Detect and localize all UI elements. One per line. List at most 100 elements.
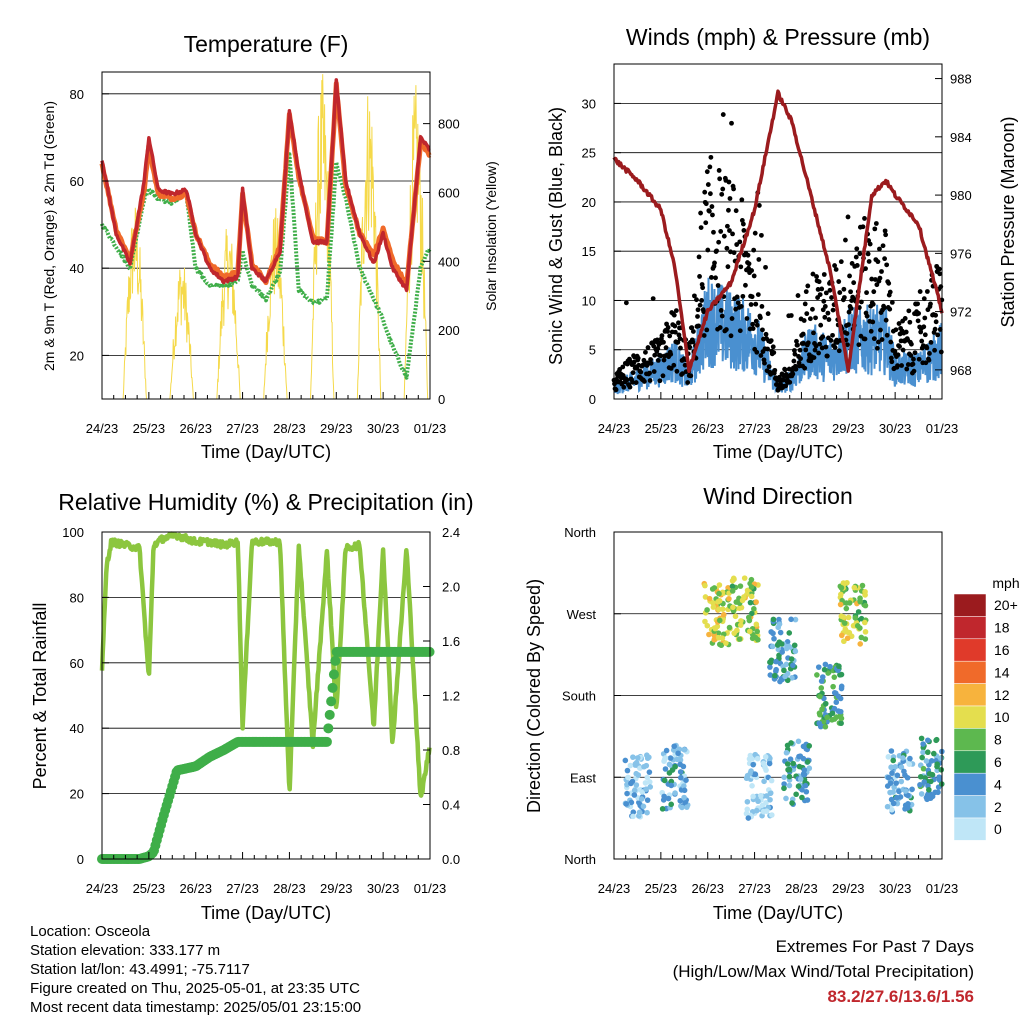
direction-point (894, 772, 901, 779)
direction-point (786, 782, 793, 789)
temperature-panel: Temperature (F) 24/23 25/23 26/23 27/23 28/2… (41, 31, 499, 462)
direction-point (902, 772, 908, 778)
direction-point (821, 666, 828, 673)
direction-point (736, 605, 743, 612)
winds-y-tick-right-label-0: 968 (950, 363, 972, 378)
direction-x-ticks: 24/23 25/23 26/23 27/23 28/23 29/23 30/23 01/23 (598, 852, 958, 896)
direction-point (749, 610, 755, 617)
legend-label-6: 12 (994, 687, 1010, 703)
gust-point (847, 273, 852, 279)
direction-point (786, 630, 793, 636)
gust-point (713, 275, 718, 281)
precip-point (324, 709, 335, 720)
temperature-y-label-right: Solar Insolation (Yellow) (483, 161, 499, 311)
direction-point (704, 622, 711, 629)
direction-point (905, 792, 911, 799)
precip-point (326, 696, 337, 707)
direction-point (838, 683, 845, 690)
gust-point (833, 267, 839, 272)
direction-point (677, 797, 684, 804)
direction-point (902, 788, 909, 794)
gust-point (613, 387, 619, 393)
gust-point (793, 366, 799, 372)
direction-x-tick-label-2: 26/23 (691, 881, 724, 896)
direction-point (752, 634, 759, 641)
gust-point (709, 204, 715, 209)
gust-point (795, 293, 801, 298)
direction-point (680, 763, 687, 770)
direction-point (709, 586, 716, 592)
gust-point (870, 301, 876, 307)
direction-point (632, 761, 639, 767)
gust-point (854, 246, 860, 252)
direction-point (753, 599, 759, 605)
direction-point (763, 767, 769, 773)
gust-point (754, 349, 760, 355)
direction-point (838, 591, 844, 598)
gust-point (726, 179, 732, 185)
gust-point (926, 357, 932, 363)
direction-point (838, 715, 845, 722)
direction-point (845, 614, 852, 621)
direction-point (630, 754, 636, 760)
direction-point (767, 664, 773, 670)
legend-label-7: 14 (994, 664, 1010, 680)
winds-x-tick-label-1: 25/23 (645, 421, 678, 436)
gust-point (665, 329, 671, 334)
direction-point (681, 746, 688, 753)
gust-point (630, 370, 636, 376)
direction-y-tick-label-0: North (564, 852, 596, 867)
gust-point (751, 247, 757, 253)
gust-point (744, 316, 750, 321)
gust-point (635, 355, 641, 361)
gust-point (755, 292, 761, 298)
gust-point (620, 364, 626, 370)
direction-point (624, 790, 630, 797)
temperature-x-tick-label-7: 01/23 (414, 421, 447, 436)
gust-point (887, 289, 893, 295)
winds-y-tick-label-6: 30 (582, 96, 596, 111)
direction-point (667, 755, 674, 761)
gust-point (788, 313, 794, 318)
gust-point (860, 224, 866, 230)
direction-point (893, 794, 900, 801)
gust-point (741, 228, 747, 233)
recent-timestamp: Most recent data timestamp: 2025/05/01 2… (30, 999, 362, 1016)
direction-point (800, 743, 807, 750)
gust-point (652, 352, 658, 358)
direction-point (902, 802, 909, 809)
gust-point (841, 286, 847, 292)
direction-point (786, 773, 793, 780)
gust-point (731, 186, 736, 192)
gust-point (878, 327, 883, 333)
direction-point (781, 774, 787, 781)
direction-point (771, 635, 777, 642)
direction-point (918, 735, 925, 742)
direction-point (806, 743, 813, 749)
direction-point (791, 642, 798, 649)
direction-point (684, 804, 690, 810)
direction-point (644, 752, 650, 759)
gust-point (782, 367, 788, 373)
gust-point (896, 321, 902, 326)
gust-point (877, 246, 882, 252)
gust-point (830, 307, 836, 313)
direction-point (884, 803, 891, 810)
direction-point (730, 604, 736, 611)
direction-point (785, 643, 791, 650)
direction-point (917, 773, 924, 780)
direction-point (774, 642, 781, 648)
gust-point (739, 197, 745, 203)
gust-point (724, 245, 730, 251)
gust-point (916, 311, 922, 316)
gust-point (657, 378, 663, 384)
direction-point (773, 658, 779, 665)
gust-point (757, 315, 763, 321)
direction-point (642, 780, 649, 786)
legend-swatch-12 (953, 683, 987, 707)
gust-point (888, 339, 894, 345)
gust-point (672, 323, 678, 329)
gust-point (922, 315, 928, 321)
legend-title: mph (992, 575, 1019, 591)
gust-point (912, 350, 918, 356)
